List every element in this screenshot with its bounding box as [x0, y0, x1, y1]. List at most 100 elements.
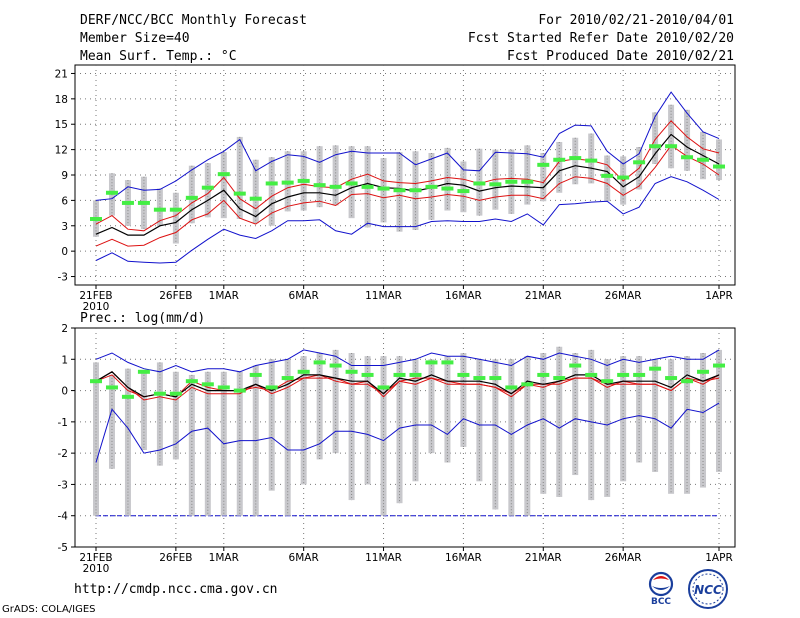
- prec-control-marker: [649, 366, 662, 371]
- prec-xtick-label: 11MAR: [365, 552, 402, 564]
- grads-credit: GrADS: COLA/IGES: [2, 604, 96, 615]
- prec-control-marker: [409, 372, 422, 377]
- temp-xtick-label: 26FEB: [159, 290, 192, 302]
- temp-xtick-label: 1MAR: [209, 290, 239, 302]
- temp-control-marker: [649, 144, 662, 149]
- prec-range-box: [396, 356, 403, 504]
- prec-range-box: [380, 356, 387, 516]
- prec-control-marker: [329, 363, 342, 368]
- temp-xtick-label: 11MAR: [365, 290, 402, 302]
- prec-control-marker: [169, 391, 182, 396]
- temp-xtick-label: 16MAR: [445, 290, 482, 302]
- temp-control-marker: [473, 181, 486, 186]
- temp-control-marker: [441, 186, 454, 191]
- bcc-logo-text: BCC: [651, 597, 671, 606]
- prec-mean-line: [95, 371, 720, 398]
- temp-upper-line: [95, 120, 720, 232]
- prec-control-marker: [90, 379, 102, 384]
- temp-range-box: [252, 159, 259, 224]
- prec-range-box: [572, 353, 579, 476]
- temp-control-marker: [233, 191, 246, 196]
- temp-control-marker: [601, 173, 614, 178]
- prec-control-marker: [361, 372, 374, 377]
- prec-xtick-label: 6MAR: [289, 552, 319, 564]
- prec-control-marker: [601, 379, 614, 384]
- temp-control-marker: [505, 179, 518, 184]
- temp-control-marker: [553, 157, 566, 162]
- prec-control-marker: [313, 360, 326, 365]
- prec-ytick-label: -2: [58, 448, 68, 460]
- prec-lower-line: [95, 371, 720, 401]
- temp-range-box: [268, 157, 275, 226]
- temp-control-marker: [681, 155, 694, 160]
- prec-control-marker: [249, 372, 262, 377]
- prec-control-marker: [153, 391, 166, 396]
- temp-control-marker: [185, 195, 198, 200]
- prec-control-marker: [617, 372, 630, 377]
- temp-control-marker: [697, 157, 710, 162]
- prec-control-marker: [457, 372, 470, 377]
- prec-xtick-label: 21FEB: [79, 552, 112, 564]
- prec-ytick-label: -4: [58, 511, 69, 523]
- prec-control-marker: [217, 385, 230, 390]
- prec-range-box: [636, 356, 643, 463]
- prec-range-box: [188, 374, 195, 516]
- temp-range-box: [188, 165, 195, 224]
- prec-control-marker: [345, 369, 358, 374]
- prec-control-marker: [505, 385, 518, 390]
- prec-range-box: [268, 359, 275, 491]
- prec-control-marker: [265, 385, 278, 390]
- temp-control-marker: [633, 160, 646, 165]
- temp-range-box: [716, 139, 722, 181]
- temp-control-marker: [105, 190, 118, 195]
- prec-min-line: [95, 402, 720, 463]
- temp-control-marker: [169, 207, 182, 212]
- temp-range-box: [668, 104, 675, 169]
- temp-control-marker: [361, 184, 374, 189]
- prec-range-box: [476, 359, 483, 482]
- prec-range-box: [108, 374, 115, 469]
- prec-range-box: [204, 371, 211, 516]
- prec-range-box: [668, 359, 675, 494]
- temp-control-marker: [521, 179, 534, 184]
- temp-control-marker: [297, 178, 310, 183]
- temp-control-marker: [345, 181, 358, 186]
- temp-control-marker: [249, 196, 262, 201]
- prec-xtick-label: 21MAR: [525, 552, 562, 564]
- prec-xtick-label: 16MAR: [445, 552, 482, 564]
- prec-control-marker: [121, 394, 134, 399]
- produced-date: Fcst Produced Date 2010/02/21: [507, 49, 734, 64]
- prec-control-marker: [441, 360, 454, 365]
- chart-title: DERF/NCC/BCC Monthly Forecast: [80, 13, 307, 28]
- temp-mean-line: [95, 133, 720, 236]
- temp-range-box: [652, 112, 659, 164]
- prec-control-marker: [233, 388, 246, 393]
- prec-control-marker: [633, 372, 646, 377]
- temp-ytick-label: 15: [55, 119, 68, 131]
- prec-control-marker: [569, 363, 582, 368]
- prec-range-box: [348, 353, 355, 501]
- prec-panel-title: Prec.: log(mm/d): [80, 311, 205, 326]
- temp-control-marker: [137, 200, 150, 205]
- variable-label: Mean Surf. Temp.: °C: [80, 49, 237, 64]
- prec-range-box: [604, 359, 611, 497]
- temp-range-box: [444, 147, 451, 211]
- prec-range-box: [364, 356, 371, 485]
- prec-ytick-label: -1: [58, 417, 68, 429]
- prec-control-marker: [681, 379, 694, 384]
- prec-range-box: [684, 356, 691, 494]
- temp-control-marker: [537, 162, 550, 167]
- ncc-logo: NCC: [688, 569, 728, 609]
- temp-range-box: [172, 192, 179, 244]
- prec-range-box: [444, 356, 451, 463]
- prec-ytick-label: -3: [58, 479, 68, 491]
- temp-ytick-label: 3: [61, 221, 68, 233]
- prec-range-box: [93, 362, 99, 516]
- source-url[interactable]: http://cmdp.ncc.cma.gov.cn: [74, 582, 278, 597]
- prec-range-box: [172, 371, 179, 460]
- temp-control-marker: [313, 183, 326, 188]
- temp-ytick-label: 12: [55, 145, 68, 157]
- prec-xtick-label: 1APR: [705, 552, 733, 564]
- temp-lower-line: [95, 144, 720, 247]
- prec-control-marker: [201, 382, 214, 387]
